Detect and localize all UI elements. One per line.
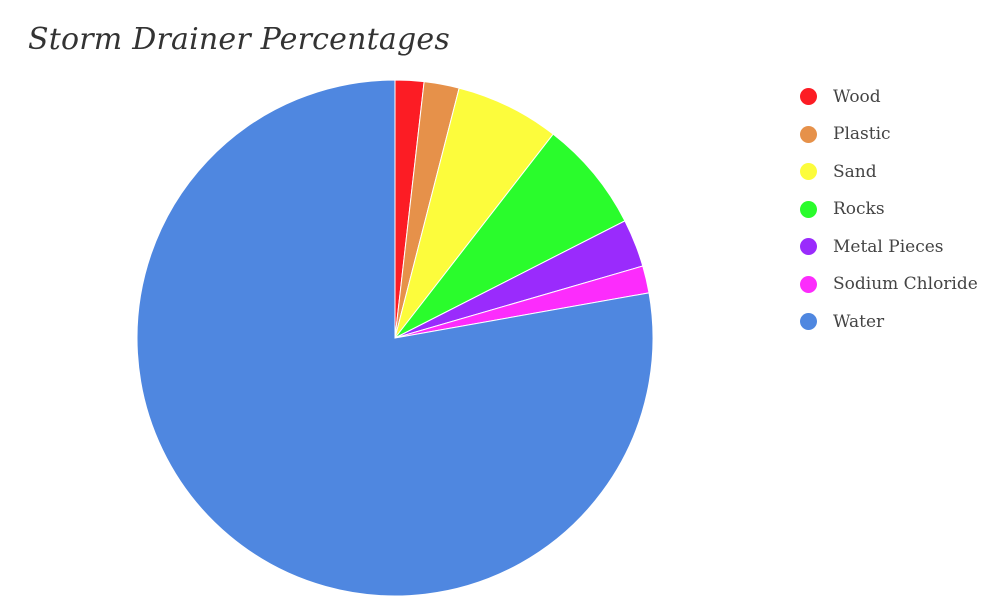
legend-swatch [800,275,817,293]
pie-slice-rocks[interactable] [394,133,626,339]
legend-item-sand[interactable]: Sand [800,153,978,191]
legend-item-water[interactable]: Water [800,303,978,341]
legend-label: Rocks [833,199,885,220]
legend-label: Wood [833,86,881,107]
legend-label: Sand [833,161,877,182]
legend-swatch [800,200,817,218]
legend-item-metal-pieces[interactable]: Metal Pieces [800,228,978,266]
legend-label: Metal Pieces [833,236,944,257]
legend-swatch [800,88,817,106]
legend-swatch [800,163,817,181]
legend-item-rocks[interactable]: Rocks [800,191,978,229]
pie-slice-water[interactable] [136,79,654,597]
legend-label: Sodium Chloride [833,274,978,295]
legend-item-sodium-chloride[interactable]: Sodium Chloride [800,266,978,304]
chart-legend: Wood Plastic Sand Rocks Metal Pieces Sodium C… [800,78,978,341]
legend-swatch [800,238,817,256]
legend-label: Water [833,311,885,332]
legend-label: Plastic [833,124,891,145]
legend-item-plastic[interactable]: Plastic [800,116,978,154]
legend-swatch [800,125,817,143]
legend-item-wood[interactable]: Wood [800,78,978,116]
chart-title: Storm Drainer Percentages [28,22,450,57]
legend-swatch [800,313,817,331]
